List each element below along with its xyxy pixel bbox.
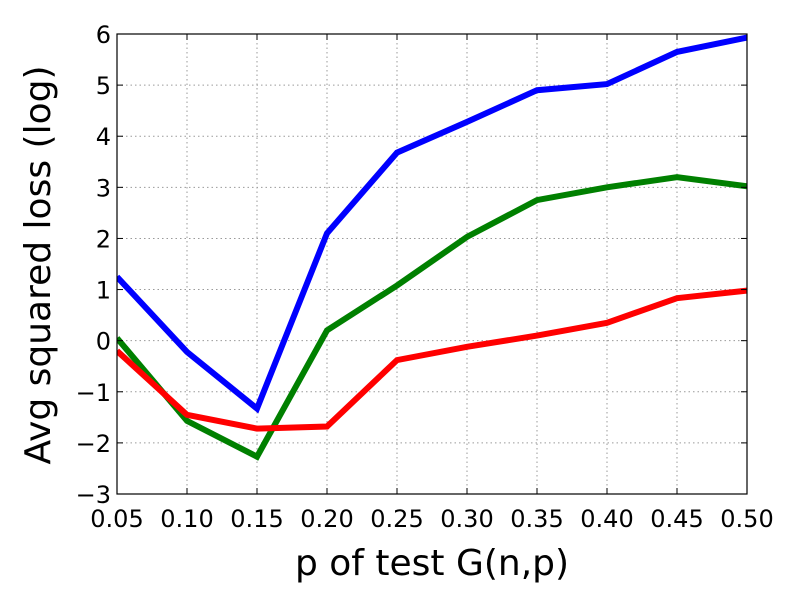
series-line-2 <box>117 174 747 461</box>
x-tick-label: 0.10 <box>160 505 213 533</box>
x-tick-label: 0.50 <box>720 505 773 533</box>
y-tick-label: 6 <box>96 21 111 49</box>
x-tick-label: 0.45 <box>650 505 703 533</box>
x-axis-label: p of test G(n,p) <box>295 543 569 584</box>
x-tick-label: 0.15 <box>230 505 283 533</box>
y-tick-label: 4 <box>96 123 111 151</box>
y-tick-label: 0 <box>96 328 111 356</box>
x-tick-labels: 0.05 0.10 0.15 0.20 0.25 0.30 0.35 0.40 0.45 0.50 <box>90 505 773 533</box>
grid <box>117 34 747 494</box>
y-tick-label: 1 <box>96 277 111 305</box>
y-tick-label: 5 <box>96 72 111 100</box>
y-axis-label: Avg squared loss (log) <box>18 65 59 464</box>
plot-frame <box>116 33 748 495</box>
x-tick-label: 0.35 <box>510 505 563 533</box>
series-line-1 <box>117 34 747 414</box>
x-tick-label: 0.20 <box>300 505 353 533</box>
y-tick-label: −2 <box>76 430 111 458</box>
y-tick-label: 3 <box>96 174 111 202</box>
y-tick-label: −3 <box>76 481 111 509</box>
x-tick-label: 0.40 <box>580 505 633 533</box>
x-tick-label: 0.05 <box>90 505 143 533</box>
y-tick-label: 2 <box>96 225 111 253</box>
series-line-3 <box>117 287 747 432</box>
y-tick-labels: −3 −2 −1 0 1 2 3 4 5 6 <box>76 21 111 509</box>
series-lines <box>117 34 747 461</box>
y-tick-label: −1 <box>76 379 111 407</box>
axis-ticks <box>116 33 748 495</box>
x-tick-label: 0.30 <box>440 505 493 533</box>
x-tick-label: 0.25 <box>370 505 423 533</box>
